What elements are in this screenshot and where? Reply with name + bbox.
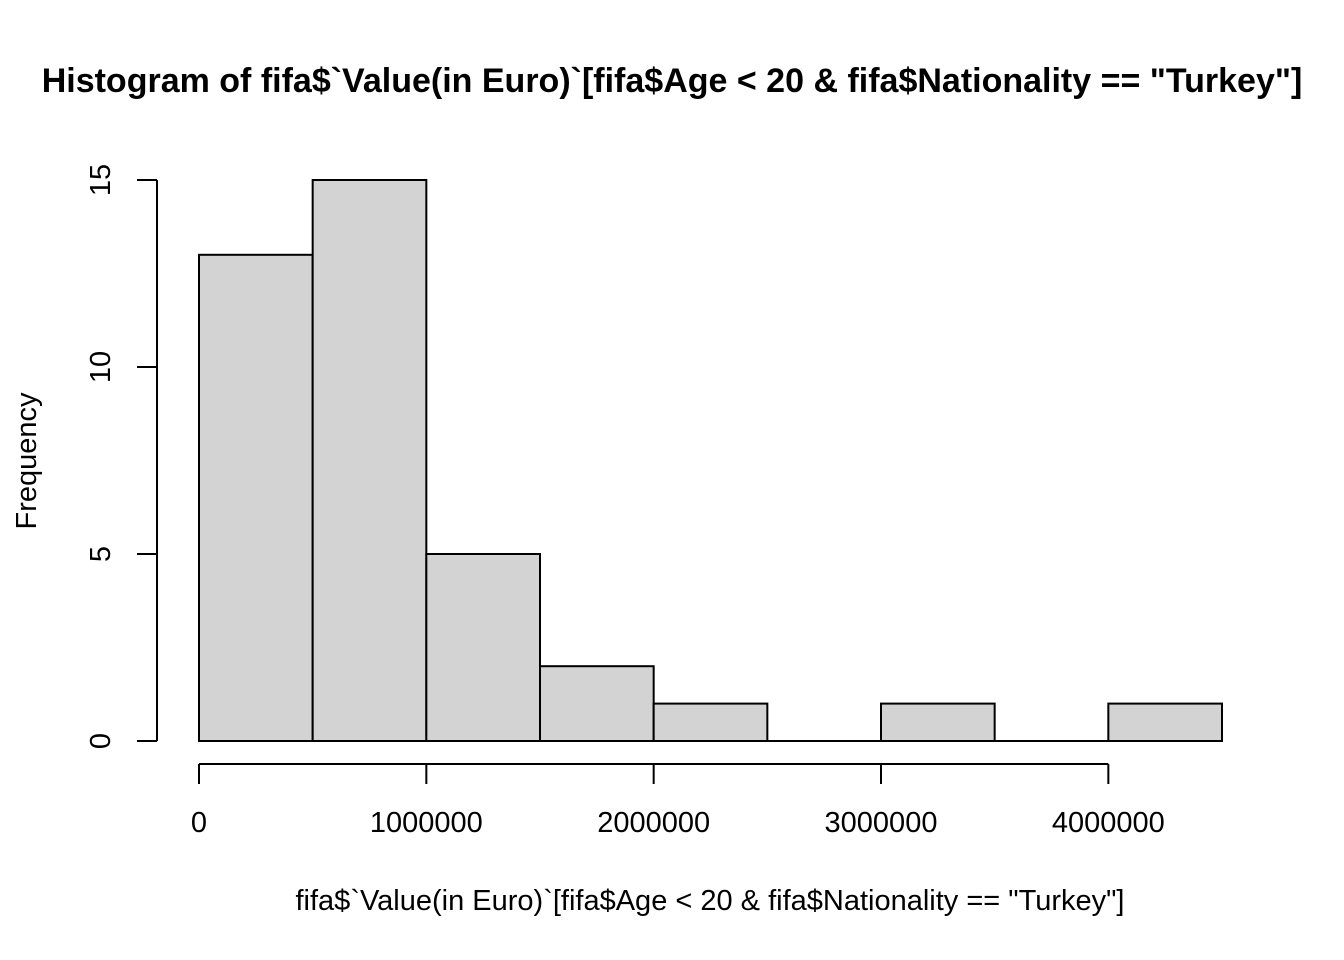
- histogram-bar: [880, 702, 996, 742]
- y-tick-label: 5: [85, 546, 117, 562]
- x-tick-label: 3000000: [825, 807, 938, 839]
- x-tick-label: 1000000: [370, 807, 483, 839]
- y-axis: 0 5 10 15: [85, 164, 158, 749]
- x-tick-label: 0: [191, 807, 207, 839]
- histogram-bar: [539, 665, 655, 743]
- y-tick-label: 0: [85, 733, 117, 749]
- y-tick-label: 15: [85, 164, 117, 196]
- bars-group: [198, 179, 1224, 743]
- x-tick-label: 4000000: [1052, 807, 1165, 839]
- x-axis-label: fifa$`Value(in Euro)`[fifa$Age < 20 & fi…: [296, 885, 1125, 917]
- y-axis-label: Frequency: [11, 392, 43, 530]
- histogram-bar: [311, 179, 428, 742]
- histogram-bar: [198, 253, 314, 743]
- histogram-bar: [652, 702, 769, 742]
- y-tick-label: 10: [85, 351, 117, 383]
- histogram-bar: [1107, 702, 1224, 742]
- histogram-bar: [425, 553, 542, 742]
- x-tick-label: 2000000: [597, 807, 710, 839]
- x-axis: 0 1000000 2000000 3000000 4000000: [191, 763, 1165, 839]
- chart-title: Histogram of fifa$`Value(in Euro)`[fifa$…: [42, 62, 1303, 100]
